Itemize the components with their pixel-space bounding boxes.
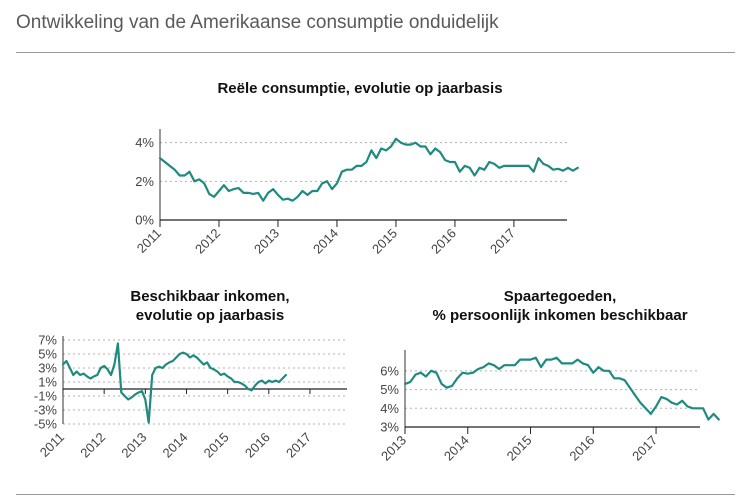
chart3-y-tick-label: 5% [380,382,399,397]
chart3-title-line-2: % persoonlijk inkomen beschikbaar [432,307,688,324]
chart2-y-tick-label: 3% [38,361,57,376]
chart1-title-line: Reële consumptie, evolutie op jaarbasis [217,80,503,97]
chart2-title: Beschikbaar inkomen, evolutie op jaarbas… [60,287,360,325]
chart1-x-tick-label: 2016 [428,226,459,257]
chart2-y-tick-label: -3% [34,403,58,418]
chart1-x-tick-label: 2014 [310,226,341,257]
chart2-title-line-2: evolutie op jaarbasis [135,307,285,324]
footer-divider [16,494,735,495]
chart3-y-tick-label: 6% [380,363,399,378]
chart3-x-tick-label: 2017 [629,433,660,464]
chart1-x-tick-label: 2017 [487,226,518,257]
chart2-x-tick-label: 2016 [242,430,273,461]
chart2-x-tick-label: 2012 [77,430,108,461]
chart1-x-tick-label: 2013 [251,226,282,257]
chart2-x-tick-label: 2015 [201,430,232,461]
chart1-series-line [158,137,579,202]
chart1-y-tick-label: 4% [135,135,154,150]
page-title: Ontwikkeling van de Amerikaanse consumpt… [16,12,499,33]
chart3-y-tick-label: 4% [380,401,399,416]
chart2-x-tick-label: 2017 [283,430,314,461]
chart3-x-tick-label: 2015 [504,433,535,464]
chart3-x-tick-label: 2013 [378,433,409,464]
chart2-x-tick-label: 2014 [160,430,191,461]
chart2-plot: 7%5%3%1%-1%-3%-5%2011 2012 2013 2014 2015 201… [34,333,347,461]
chart3-y-tick-label: 3% [380,420,399,435]
chart1-plot: 0% 2% 4% 2011 2012 2013 2014 2015 2016 2017 [134,129,579,257]
chart1-y-tick-label: 2% [135,174,154,189]
chart2-series-line [61,342,287,424]
chart3-title: Spaartegoeden, % persoonlijk inkomen bes… [390,287,730,325]
chart1-x-tick-label: 2011 [134,226,164,256]
chart2-x-tick-label: 2011 [37,430,67,460]
chart1-y-tick-label: 0% [135,213,154,228]
chart2-x-tick-label: 2013 [118,430,149,461]
chart2-y-tick-label: 5% [38,347,57,362]
chart3-title-line-1: Spaartegoeden, [503,288,617,305]
chart3-series-line [403,356,720,421]
chart2-y-tick-label: -5% [34,417,58,432]
chart2-title-line-1: Beschikbaar inkomen, [130,288,290,305]
chart2-y-tick-label: -1% [34,389,58,404]
chart1-title: Reële consumptie, evolutie op jaarbasis [160,79,560,98]
chart2-y-tick-label: 7% [38,333,57,348]
title-divider [16,52,735,53]
chart3-x-tick-label: 2016 [566,433,597,464]
chart1-x-tick-label: 2015 [369,226,400,257]
chart3-plot: 3% 4% 5% 6% 2013 2014 2015 2016 2017 [378,350,720,464]
chart1-x-tick-label: 2012 [192,226,223,257]
chart2-y-tick-label: 1% [38,375,57,390]
chart3-x-tick-label: 2014 [441,433,472,464]
